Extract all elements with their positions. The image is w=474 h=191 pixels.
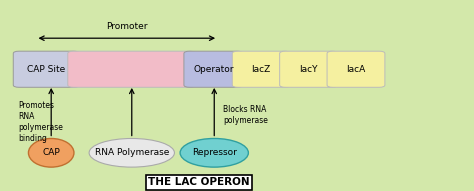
FancyBboxPatch shape — [280, 51, 337, 87]
FancyBboxPatch shape — [184, 51, 243, 87]
FancyBboxPatch shape — [68, 51, 195, 87]
Text: lacA: lacA — [346, 65, 365, 74]
Text: CAP Site: CAP Site — [27, 65, 65, 74]
Text: RNA Polymerase: RNA Polymerase — [95, 148, 169, 157]
Ellipse shape — [180, 138, 248, 167]
Text: lacY: lacY — [299, 65, 318, 74]
Text: Repressor: Repressor — [192, 148, 237, 157]
Text: CAP: CAP — [42, 148, 60, 157]
FancyBboxPatch shape — [327, 51, 385, 87]
Ellipse shape — [89, 138, 174, 167]
Text: Promoter: Promoter — [106, 22, 147, 31]
Text: Promotes
RNA
polymerase
binding: Promotes RNA polymerase binding — [18, 101, 63, 143]
Text: THE LAC OPERON: THE LAC OPERON — [148, 177, 250, 187]
Text: Blocks RNA
polymerase: Blocks RNA polymerase — [223, 104, 268, 125]
FancyBboxPatch shape — [13, 51, 79, 87]
Text: lacZ: lacZ — [252, 65, 271, 74]
Text: Operator: Operator — [193, 65, 234, 74]
Ellipse shape — [28, 138, 74, 167]
FancyBboxPatch shape — [232, 51, 290, 87]
